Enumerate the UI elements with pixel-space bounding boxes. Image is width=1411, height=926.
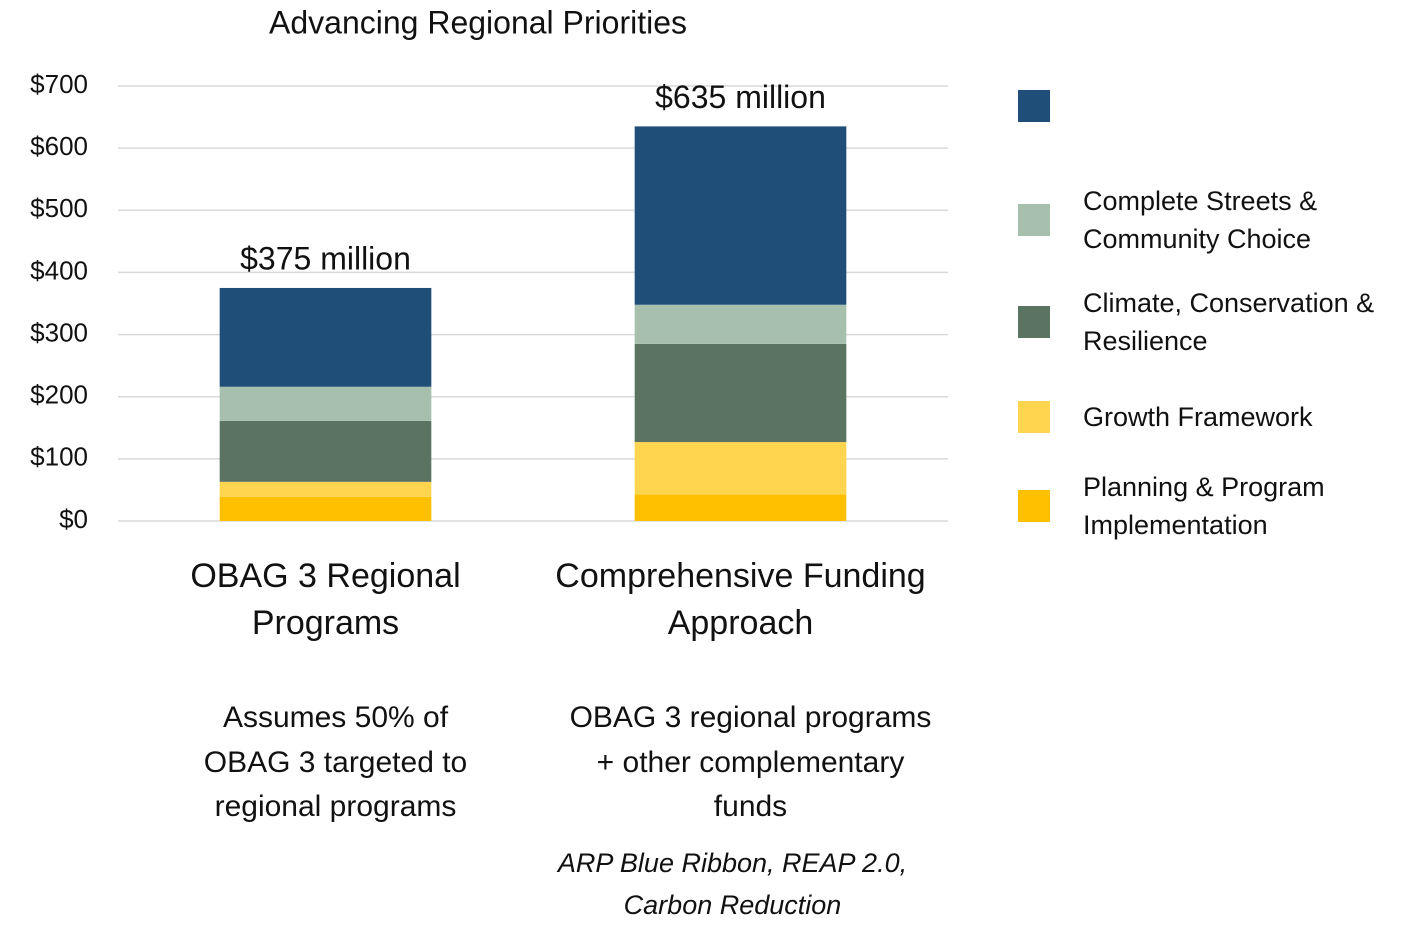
bar-segment [634, 494, 847, 521]
footnote: ARP Blue Ribbon, REAP 2.0, Carbon Reduct… [557, 848, 908, 920]
chart-title: Advancing Regional Priorities [269, 4, 687, 40]
bar-segment [219, 386, 432, 421]
legend-label: Climate, Conservation & Resilience [1083, 288, 1375, 356]
bar-segment [634, 126, 847, 305]
total-label: $375 million [240, 240, 411, 276]
y-tick-label: $0 [59, 504, 88, 534]
y-tick-label: $100 [30, 442, 88, 472]
legend-label: Planning & Program Implementation [1083, 472, 1325, 540]
bar-segment [219, 420, 432, 482]
category-note: Assumes 50% of OBAG 3 targeted to region… [203, 701, 468, 824]
y-tick-label: $600 [30, 131, 88, 161]
bar-segment [219, 287, 432, 387]
total-label: $635 million [655, 79, 826, 115]
legend-swatch [1018, 401, 1050, 433]
bar-segment [634, 343, 847, 443]
y-tick-label: $400 [30, 255, 88, 285]
category-note: OBAG 3 regional programs + other complem… [569, 701, 932, 824]
legend-swatch [1018, 90, 1050, 122]
y-tick-label: $700 [30, 69, 88, 99]
bar-segment [634, 304, 847, 344]
y-tick-label: $300 [30, 317, 88, 347]
bar-segment [219, 481, 432, 497]
bar-segment [219, 496, 432, 521]
bar-segment [634, 442, 847, 495]
legend-label: Growth Framework [1083, 402, 1313, 432]
x-tick-label: Comprehensive Funding Approach [555, 557, 926, 642]
y-tick-label: $200 [30, 380, 88, 410]
legend-swatch [1018, 490, 1050, 522]
x-tick-label: OBAG 3 Regional Programs [190, 557, 461, 642]
legend-label: Complete Streets & Community Choice [1083, 186, 1318, 254]
y-tick-label: $500 [30, 193, 88, 223]
legend-swatch [1018, 204, 1050, 236]
legend-swatch [1018, 306, 1050, 338]
